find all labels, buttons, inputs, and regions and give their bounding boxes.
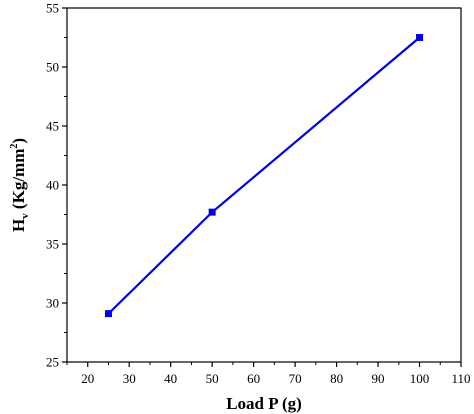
y-axis-ticks: 25 30 35 40 45 50 55: [46, 1, 67, 370]
y-tick-label: 55: [46, 1, 59, 16]
y-tick-label: 25: [46, 355, 59, 370]
plot-frame: [66, 7, 462, 363]
x-tick-label: 60: [247, 371, 260, 386]
x-tick-label: 90: [372, 371, 385, 386]
x-axis-title: Load P (g): [226, 394, 302, 413]
y-axis-title-unit: (Kg/mm: [9, 149, 28, 214]
x-axis-ticks: 20 30 40 50 60 70 80 90 100 110: [66, 362, 471, 386]
x-tick-label: 80: [330, 371, 343, 386]
x-tick-label: 70: [289, 371, 302, 386]
y-axis-title-main: H: [9, 219, 28, 232]
data-point-marker: [416, 34, 424, 41]
y-tick-label: 45: [46, 119, 59, 134]
y-tick-label: 35: [46, 237, 59, 252]
x-tick-label: 50: [206, 371, 219, 386]
y-axis-title: Hv (Kg/mm2): [9, 138, 31, 232]
x-tick-label: 110: [451, 371, 470, 386]
data-point-marker: [104, 310, 112, 318]
series-line: [107, 36, 421, 315]
series-layer: [104, 34, 424, 318]
x-tick-label: 30: [123, 371, 136, 386]
y-tick-label: 30: [46, 296, 59, 311]
x-tick-label: 40: [164, 371, 177, 386]
x-tick-label: 100: [410, 371, 430, 386]
y-axis-title-unit-close: ): [9, 138, 28, 144]
y-tick-label: 40: [46, 178, 59, 193]
y-axis-title-superscript: 2: [9, 144, 20, 149]
data-point-marker: [208, 208, 216, 216]
y-axis-title-subscript: v: [19, 213, 31, 219]
x-tick-label: 20: [81, 371, 94, 386]
y-tick-label: 50: [46, 60, 59, 75]
